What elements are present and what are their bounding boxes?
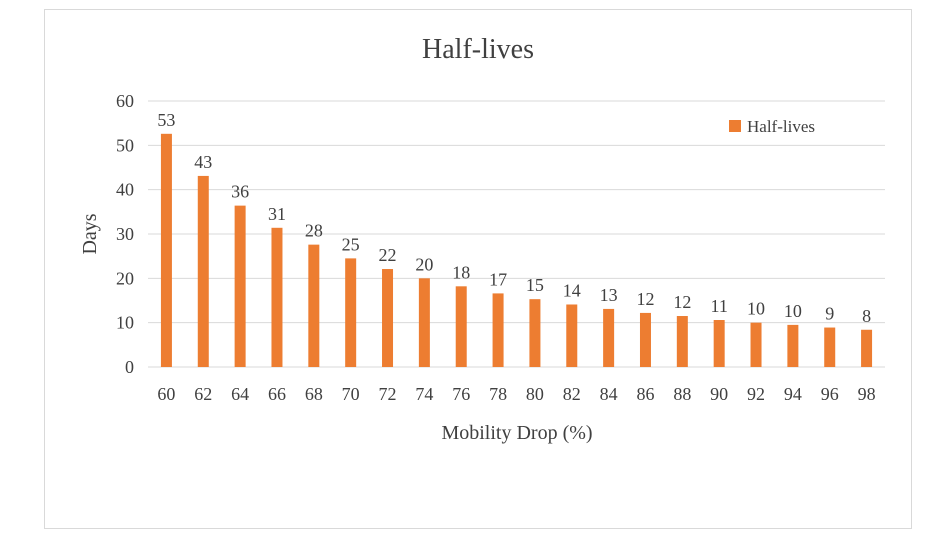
bar xyxy=(345,258,357,367)
x-tick-label: 62 xyxy=(194,384,212,404)
chart-frame xyxy=(44,9,912,529)
y-tick-label: 20 xyxy=(116,268,134,288)
gridlines xyxy=(148,100,885,368)
x-tick-label: 86 xyxy=(636,384,654,404)
data-label: 25 xyxy=(342,234,360,254)
bar xyxy=(787,324,799,367)
x-tick-label: 94 xyxy=(784,384,802,404)
y-tick-label: 40 xyxy=(116,180,134,200)
data-label: 11 xyxy=(711,296,728,316)
legend-label: Half-lives xyxy=(747,117,815,136)
bar xyxy=(676,316,688,367)
x-axis-label: Mobility Drop (%) xyxy=(441,422,592,444)
bar xyxy=(566,304,578,367)
x-tick-label: 68 xyxy=(305,384,323,404)
x-tick-label: 84 xyxy=(600,384,618,404)
bar xyxy=(160,133,172,367)
data-label: 14 xyxy=(563,280,581,300)
x-tick-label: 76 xyxy=(452,384,470,404)
bar xyxy=(824,327,836,367)
x-tick-label: 98 xyxy=(858,384,876,404)
bar xyxy=(308,244,320,367)
data-label: 20 xyxy=(415,254,433,274)
data-label: 10 xyxy=(784,301,802,321)
x-tick-label: 64 xyxy=(231,384,249,404)
y-tick-label: 30 xyxy=(116,224,134,244)
x-tick-label: 70 xyxy=(342,384,360,404)
data-label: 43 xyxy=(194,152,212,172)
data-label: 28 xyxy=(305,221,323,241)
data-label: 22 xyxy=(379,245,397,265)
legend: Half-lives xyxy=(729,117,815,136)
bar xyxy=(197,175,209,367)
y-axis-label: Days xyxy=(79,213,101,254)
data-labels: 53 43 36 31 28 25 22 20 18 17 15 14 13 12 12 11 10 10 9 8 xyxy=(157,110,871,326)
data-label: 17 xyxy=(489,269,507,289)
bar xyxy=(492,293,504,367)
y-tick-label: 10 xyxy=(116,313,134,333)
chart-title: Half-lives xyxy=(422,34,534,65)
y-tick-label: 50 xyxy=(116,135,134,155)
x-tick-label: 66 xyxy=(268,384,286,404)
data-label: 53 xyxy=(157,110,175,130)
y-tick-label: 60 xyxy=(116,91,134,111)
bar xyxy=(234,205,246,367)
x-tick-label: 96 xyxy=(821,384,839,404)
data-label: 15 xyxy=(526,275,544,295)
bar xyxy=(455,286,467,367)
bar xyxy=(639,312,651,367)
data-label: 13 xyxy=(600,285,618,305)
legend-swatch xyxy=(729,120,741,132)
x-tick-label: 74 xyxy=(415,384,433,404)
data-label: 12 xyxy=(636,289,654,309)
bar xyxy=(271,227,283,367)
data-label: 10 xyxy=(747,299,765,319)
x-tick-label: 80 xyxy=(526,384,544,404)
bar xyxy=(713,320,725,367)
x-tick-labels: 60 62 64 66 68 70 72 74 76 78 80 82 84 86 88 90 92 94 96 98 xyxy=(157,384,875,404)
bar xyxy=(529,299,541,367)
x-tick-label: 78 xyxy=(489,384,507,404)
bar xyxy=(750,322,762,367)
data-label: 8 xyxy=(862,306,871,326)
bar xyxy=(861,329,873,367)
data-label: 31 xyxy=(268,204,286,224)
data-label: 36 xyxy=(231,182,249,202)
bar xyxy=(603,308,615,367)
x-tick-label: 88 xyxy=(673,384,691,404)
y-tick-labels: 0 10 20 30 40 50 60 xyxy=(116,91,134,377)
bar xyxy=(418,278,430,367)
bars xyxy=(160,133,873,367)
x-tick-label: 82 xyxy=(563,384,581,404)
bar xyxy=(382,269,394,367)
data-label: 18 xyxy=(452,262,470,282)
data-label: 9 xyxy=(825,304,834,324)
y-tick-label: 0 xyxy=(125,357,134,377)
x-tick-label: 60 xyxy=(157,384,175,404)
x-tick-label: 90 xyxy=(710,384,728,404)
data-label: 12 xyxy=(673,292,691,312)
x-tick-label: 72 xyxy=(379,384,397,404)
x-tick-label: 92 xyxy=(747,384,765,404)
